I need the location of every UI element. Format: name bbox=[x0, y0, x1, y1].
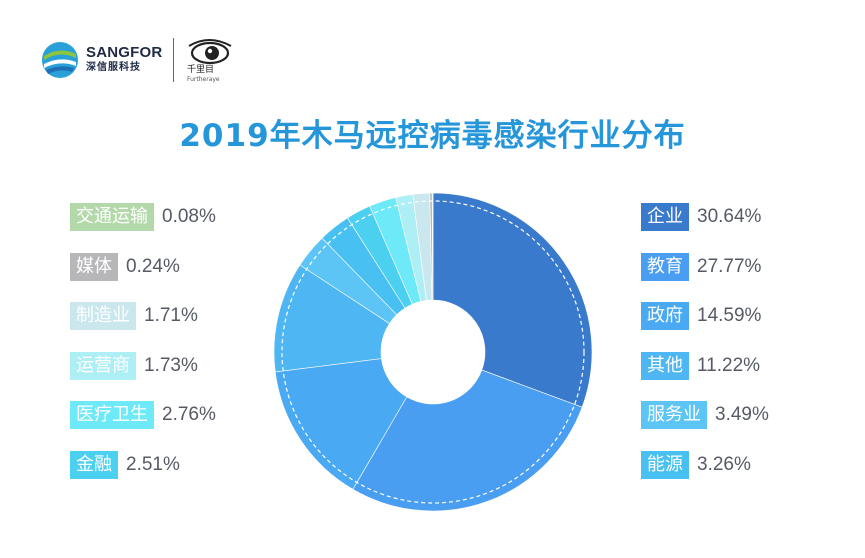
sangfor-wordmark: SANGFOR 深信服科技 bbox=[86, 44, 162, 75]
legend-item-left-1: 媒体 0.24% bbox=[70, 252, 180, 281]
sangfor-brand-text: SANGFOR bbox=[86, 44, 163, 61]
legend-value: 1.73% bbox=[144, 354, 198, 376]
sangfor-logo-icon bbox=[42, 42, 78, 78]
legend-item-right-3: 其他 11.22% bbox=[641, 351, 761, 380]
legend-value: 3.26% bbox=[697, 454, 751, 475]
donut-hole bbox=[381, 300, 485, 404]
legend-label: 能源 bbox=[641, 451, 689, 479]
legend-label: 企业 bbox=[641, 203, 689, 231]
legend-item-right-2: 政府 14.59% bbox=[641, 302, 762, 331]
legend-value: 2.76% bbox=[162, 404, 216, 426]
legend-label: 其他 bbox=[641, 351, 689, 380]
legend-label: 教育 bbox=[641, 252, 689, 281]
legend-item-left-4: 医疗卫生 2.76% bbox=[70, 401, 216, 430]
legend-label: 金融 bbox=[70, 451, 118, 479]
legend-label: 服务业 bbox=[641, 401, 707, 430]
legend-value: 27.77% bbox=[697, 255, 762, 277]
legend-item-right-5: 能源 3.26% bbox=[641, 451, 751, 479]
qianliyan-en-text: Furtheraye bbox=[187, 76, 220, 83]
qianliyan-logo: 千里目 Furtheraye bbox=[187, 39, 232, 83]
legend-item-left-2: 制造业 1.71% bbox=[70, 302, 198, 331]
legend-label: 运营商 bbox=[70, 351, 136, 380]
legend-label: 制造业 bbox=[70, 302, 136, 331]
chart-title: 2019年木马远控病毒感染行业分布 bbox=[179, 118, 686, 154]
legend-label: 交通运输 bbox=[70, 203, 154, 231]
legend-item-right-0: 企业 30.64% bbox=[641, 203, 761, 231]
legend-value: 2.51% bbox=[126, 454, 180, 475]
logo-divider bbox=[173, 38, 174, 82]
legend-value: 14.59% bbox=[697, 305, 762, 327]
legend-label: 媒体 bbox=[70, 252, 118, 281]
legend-item-right-1: 教育 27.77% bbox=[641, 252, 762, 281]
legend-value: 1.71% bbox=[144, 305, 198, 327]
legend-label: 医疗卫生 bbox=[70, 401, 154, 430]
legend-item-left-0: 交通运输 0.08% bbox=[70, 203, 216, 231]
legend-value: 0.08% bbox=[162, 206, 216, 227]
sangfor-cn-text: 深信服科技 bbox=[86, 62, 141, 73]
legend-item-left-5: 金融 2.51% bbox=[70, 451, 180, 479]
dashed-ring bbox=[281, 200, 585, 504]
legend-label: 政府 bbox=[641, 302, 689, 331]
legend-value: 3.49% bbox=[715, 404, 769, 426]
legend-item-left-3: 运营商 1.73% bbox=[70, 351, 198, 380]
qianliyan-cn-text: 千里目 bbox=[187, 64, 214, 75]
legend-value: 11.22% bbox=[697, 354, 761, 376]
legend-item-right-4: 服务业 3.49% bbox=[641, 401, 769, 430]
legend-value: 0.24% bbox=[126, 255, 180, 277]
legend-value: 30.64% bbox=[697, 206, 762, 227]
